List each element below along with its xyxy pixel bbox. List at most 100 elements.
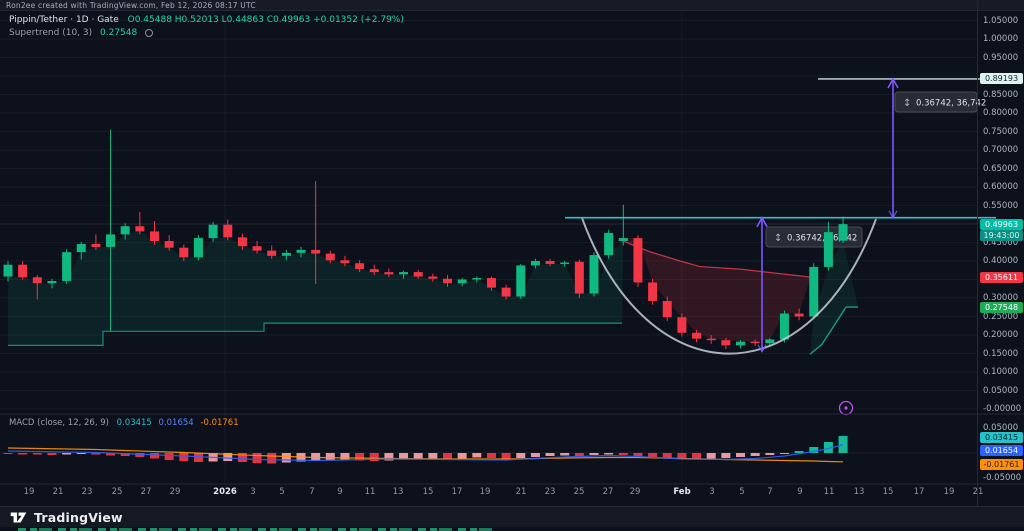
time-tick-label: 9 bbox=[797, 487, 803, 497]
macd-histogram-bar bbox=[765, 453, 775, 455]
macd-histogram-bar bbox=[750, 453, 760, 456]
time-tick-label: 19 bbox=[479, 487, 491, 497]
price-badge-target: 0.89193 bbox=[980, 73, 1023, 85]
time-tick-label: 29 bbox=[629, 487, 641, 497]
arrow-head-up-icon bbox=[756, 216, 768, 228]
candle-body bbox=[750, 341, 760, 344]
candle bbox=[633, 235, 643, 287]
candle bbox=[677, 313, 687, 337]
candle bbox=[384, 268, 394, 278]
candle bbox=[252, 241, 262, 254]
macd-line bbox=[7, 444, 844, 462]
macd-legend[interactable]: MACD (close, 12, 26, 9) 0.03415 0.01654 … bbox=[9, 418, 239, 428]
candle bbox=[516, 263, 526, 299]
macd-histogram-bar bbox=[633, 453, 643, 456]
footer-bar: TradingView bbox=[0, 506, 1024, 527]
price-tick-label: 0.65000 bbox=[983, 163, 1019, 174]
macd-histogram-bar bbox=[355, 453, 365, 461]
measure-arrow[interactable] bbox=[887, 77, 899, 220]
macd-histogram-bar bbox=[62, 453, 72, 455]
price-tick-label: 0.30000 bbox=[983, 293, 1019, 303]
footer-brand[interactable]: TradingView bbox=[34, 509, 123, 525]
candle bbox=[472, 276, 482, 283]
time-tick-label: 17 bbox=[913, 487, 925, 497]
ohlc-values: O0.45488 H0.52013 L0.44863 C0.49963 +0.0… bbox=[127, 15, 404, 25]
time-tick-label: 15 bbox=[422, 487, 434, 497]
price-range-icon: ↕ bbox=[903, 98, 911, 109]
candle-body bbox=[501, 287, 511, 297]
price-tick-label: 0.75000 bbox=[983, 126, 1019, 137]
symbol-title[interactable]: Pippin/Tether · 1D · Gate bbox=[9, 15, 119, 25]
macd-histogram-bar bbox=[91, 453, 101, 455]
macd-title[interactable]: MACD (close, 12, 26, 9) bbox=[9, 418, 109, 428]
macd-histogram-bar bbox=[530, 453, 540, 457]
macd-histogram-bar bbox=[486, 453, 496, 458]
indicator-menu-icon[interactable] bbox=[145, 28, 154, 37]
macd-histogram-bar bbox=[794, 451, 804, 453]
clipped-text-row bbox=[18, 526, 498, 531]
time-axis[interactable]: 19 21 23 25 27 29 2026 3 5 7 9 11 13 15 17 19 21 23 25 27 29… bbox=[0, 484, 984, 506]
macd-histogram-bar bbox=[237, 453, 247, 462]
macd-histogram-bar bbox=[106, 453, 116, 456]
symbol-row[interactable]: Pippin/Tether · 1D · Gate O0.45488 H0.52… bbox=[9, 14, 404, 27]
macd-histogram-bar bbox=[721, 453, 731, 458]
candle-body bbox=[296, 249, 306, 253]
indicator-title[interactable]: Supertrend (10, 3) bbox=[9, 28, 93, 38]
candle-body bbox=[267, 250, 277, 256]
candle-body bbox=[18, 264, 28, 278]
candle bbox=[443, 275, 452, 287]
drawing-anchor[interactable] bbox=[838, 400, 854, 416]
measure-tooltip-box[interactable] bbox=[765, 226, 863, 248]
indicator-row[interactable]: Supertrend (10, 3) 0.27548 bbox=[9, 27, 404, 40]
candle bbox=[369, 264, 379, 276]
price-axis[interactable]: 1.05000 1.00000 0.95000 0.85000 0.80000 0.750… bbox=[977, 0, 1024, 506]
time-tick-label: 9 bbox=[337, 487, 343, 497]
candle-body bbox=[252, 246, 262, 251]
cup-pattern-curve[interactable] bbox=[581, 217, 877, 355]
time-tick-label: 21 bbox=[515, 487, 527, 497]
candle bbox=[311, 181, 321, 284]
macd-histogram-bar bbox=[823, 442, 833, 453]
price-tick-label: 0.95000 bbox=[983, 52, 1019, 63]
macd-histogram-bar bbox=[179, 453, 189, 461]
time-tick-label: 13 bbox=[853, 487, 865, 497]
measure-arrow[interactable] bbox=[756, 216, 768, 353]
candle bbox=[399, 270, 409, 279]
candle bbox=[296, 246, 306, 258]
macd-histogram-bar bbox=[340, 453, 350, 460]
time-tick-label: 3 bbox=[250, 487, 256, 497]
price-tick-label: 0.25000 bbox=[983, 311, 1019, 322]
macd-histogram-bar bbox=[560, 453, 570, 456]
measure-tooltip[interactable]: ↕ 0.36742, 36,742 bbox=[894, 91, 986, 113]
macd-histogram-bar bbox=[516, 453, 526, 458]
symbol-legend[interactable]: Pippin/Tether · 1D · Gate O0.45488 H0.52… bbox=[9, 14, 404, 40]
candle bbox=[281, 249, 291, 261]
price-badge-macd_signal: -0.01761 bbox=[980, 458, 1023, 470]
candle bbox=[809, 263, 819, 319]
macd-histogram-bar bbox=[662, 453, 672, 458]
time-tick-label: 5 bbox=[739, 487, 745, 497]
time-tick-label: 7 bbox=[767, 487, 773, 497]
candle-body bbox=[32, 277, 42, 284]
time-tick-label: 11 bbox=[364, 487, 376, 497]
candle bbox=[150, 221, 159, 245]
candle-body bbox=[794, 313, 804, 317]
macd-histogram-bar bbox=[501, 453, 511, 459]
macd-histogram-bar bbox=[252, 453, 262, 463]
candle-body bbox=[516, 265, 526, 297]
macd-histogram-bar bbox=[76, 453, 86, 454]
candle-body bbox=[443, 278, 452, 284]
candle bbox=[76, 241, 86, 260]
macd-histogram-bar bbox=[574, 453, 584, 456]
macd-histogram-bar bbox=[325, 453, 335, 461]
candle bbox=[823, 221, 833, 271]
candle-body bbox=[560, 262, 570, 264]
candle-body bbox=[413, 272, 423, 277]
price-tick-label: 0.40000 bbox=[983, 256, 1019, 266]
measure-tooltip[interactable]: ↕ 0.36742, 36,742 bbox=[765, 226, 863, 248]
macd-tick-label: 0.05000 bbox=[983, 423, 1019, 433]
candle bbox=[779, 310, 789, 343]
macd-histogram-bar bbox=[736, 453, 745, 457]
tradingview-logo-icon[interactable] bbox=[10, 510, 27, 525]
